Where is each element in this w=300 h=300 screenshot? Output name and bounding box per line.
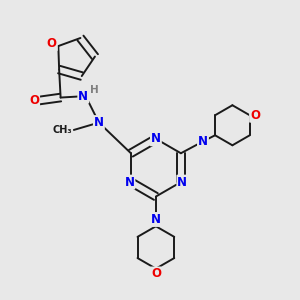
Text: N: N — [198, 135, 208, 148]
Text: H: H — [89, 85, 98, 94]
Text: N: N — [151, 213, 161, 226]
Text: N: N — [78, 90, 88, 103]
Text: CH₃: CH₃ — [53, 125, 72, 135]
Text: O: O — [250, 109, 260, 122]
Text: O: O — [151, 268, 161, 281]
Text: O: O — [29, 94, 39, 107]
Text: N: N — [177, 176, 188, 189]
Text: N: N — [124, 176, 134, 189]
Text: N: N — [151, 132, 161, 145]
Text: N: N — [94, 116, 104, 129]
Text: O: O — [47, 37, 57, 50]
